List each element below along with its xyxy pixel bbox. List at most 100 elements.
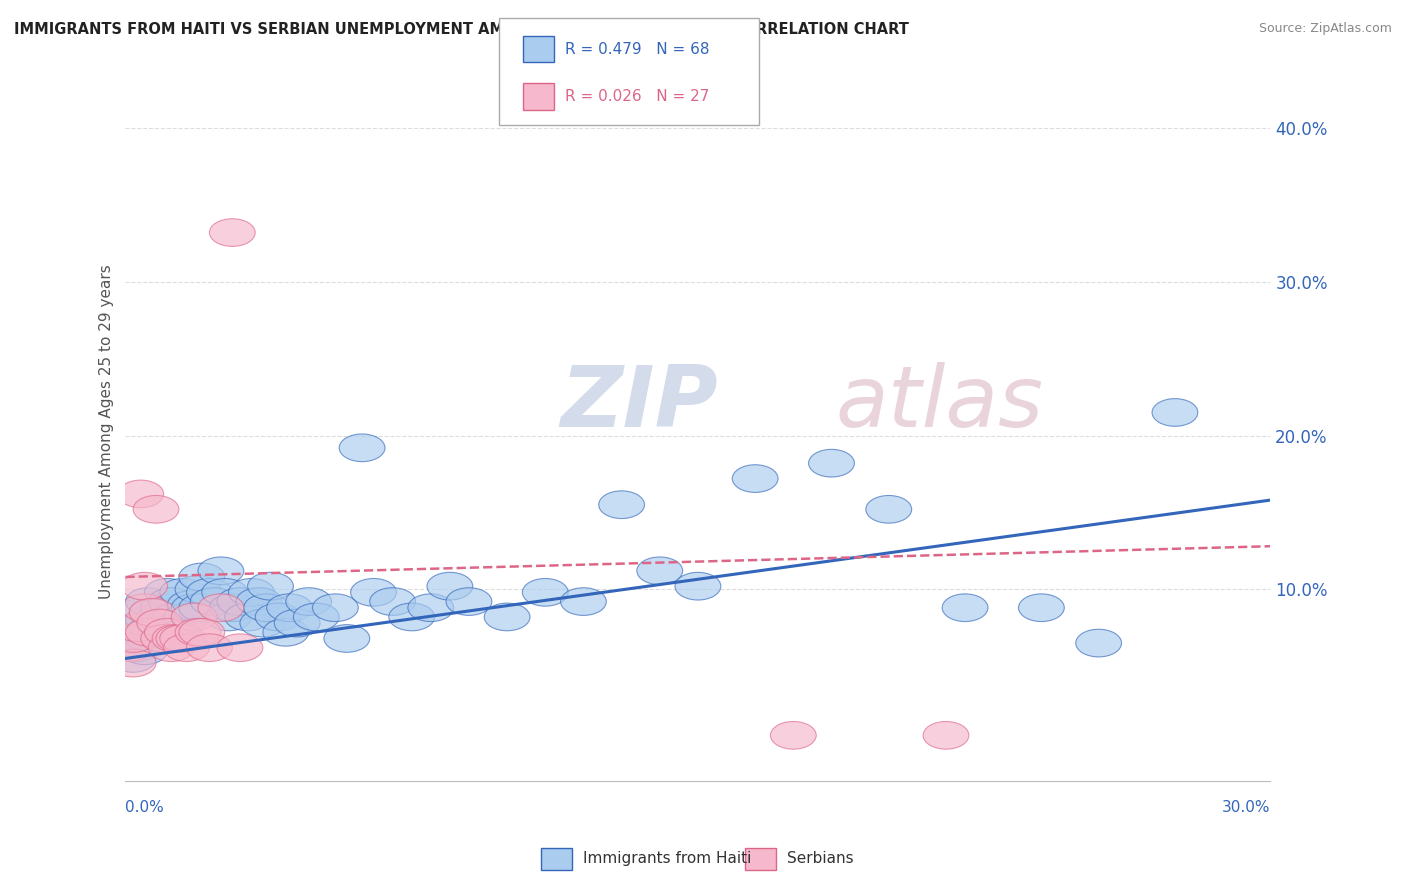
- Ellipse shape: [205, 603, 252, 631]
- Ellipse shape: [484, 603, 530, 631]
- Ellipse shape: [599, 491, 644, 518]
- Ellipse shape: [770, 722, 817, 749]
- Ellipse shape: [176, 575, 221, 603]
- Ellipse shape: [561, 588, 606, 615]
- Ellipse shape: [125, 618, 172, 646]
- Ellipse shape: [114, 624, 160, 652]
- Text: Immigrants from Haiti: Immigrants from Haiti: [583, 852, 752, 866]
- Ellipse shape: [198, 594, 243, 622]
- Ellipse shape: [236, 588, 283, 615]
- Ellipse shape: [675, 573, 721, 600]
- Ellipse shape: [408, 594, 454, 622]
- Ellipse shape: [172, 594, 217, 622]
- Ellipse shape: [179, 594, 225, 622]
- Ellipse shape: [152, 603, 198, 631]
- Ellipse shape: [323, 624, 370, 652]
- Ellipse shape: [312, 594, 359, 622]
- Ellipse shape: [294, 603, 339, 631]
- Ellipse shape: [267, 594, 312, 622]
- Text: IMMIGRANTS FROM HAITI VS SERBIAN UNEMPLOYMENT AMONG AGES 25 TO 29 YEARS CORRELAT: IMMIGRANTS FROM HAITI VS SERBIAN UNEMPLO…: [14, 22, 908, 37]
- Ellipse shape: [136, 609, 183, 637]
- Ellipse shape: [107, 624, 152, 652]
- Ellipse shape: [209, 219, 256, 246]
- Ellipse shape: [172, 603, 217, 631]
- Ellipse shape: [122, 594, 167, 622]
- Ellipse shape: [125, 588, 172, 615]
- Ellipse shape: [122, 573, 167, 600]
- Y-axis label: Unemployment Among Ages 25 to 29 years: Unemployment Among Ages 25 to 29 years: [100, 264, 114, 599]
- Ellipse shape: [149, 607, 194, 634]
- Ellipse shape: [125, 607, 172, 634]
- Ellipse shape: [229, 579, 274, 607]
- Ellipse shape: [243, 594, 290, 622]
- Ellipse shape: [942, 594, 988, 622]
- Ellipse shape: [225, 603, 270, 631]
- Ellipse shape: [389, 603, 434, 631]
- Ellipse shape: [1018, 594, 1064, 622]
- Text: R = 0.026   N = 27: R = 0.026 N = 27: [565, 89, 710, 103]
- Text: ZIP: ZIP: [561, 362, 718, 445]
- Ellipse shape: [110, 624, 156, 652]
- Ellipse shape: [145, 618, 190, 646]
- Ellipse shape: [1152, 399, 1198, 426]
- Ellipse shape: [134, 495, 179, 523]
- Ellipse shape: [733, 465, 778, 492]
- Ellipse shape: [1076, 629, 1122, 657]
- Ellipse shape: [187, 634, 232, 662]
- Ellipse shape: [141, 614, 187, 641]
- Text: 0.0%: 0.0%: [125, 800, 165, 815]
- Ellipse shape: [285, 588, 332, 615]
- Ellipse shape: [110, 614, 156, 641]
- Ellipse shape: [190, 588, 236, 615]
- Ellipse shape: [339, 434, 385, 462]
- Ellipse shape: [523, 579, 568, 607]
- Ellipse shape: [141, 594, 187, 622]
- Ellipse shape: [274, 609, 321, 637]
- Ellipse shape: [256, 603, 301, 631]
- Ellipse shape: [160, 624, 205, 652]
- Ellipse shape: [209, 594, 256, 622]
- Ellipse shape: [149, 588, 194, 615]
- Ellipse shape: [198, 557, 243, 584]
- Ellipse shape: [141, 624, 187, 652]
- Ellipse shape: [179, 563, 225, 591]
- Ellipse shape: [134, 618, 179, 646]
- Ellipse shape: [136, 603, 183, 631]
- Ellipse shape: [924, 722, 969, 749]
- Ellipse shape: [114, 614, 160, 641]
- Ellipse shape: [187, 579, 232, 607]
- Ellipse shape: [129, 599, 176, 626]
- Ellipse shape: [202, 579, 247, 607]
- Ellipse shape: [176, 618, 221, 646]
- Ellipse shape: [179, 618, 225, 646]
- Ellipse shape: [247, 573, 294, 600]
- Ellipse shape: [110, 645, 156, 673]
- Ellipse shape: [163, 603, 209, 631]
- Ellipse shape: [145, 579, 190, 607]
- Text: Source: ZipAtlas.com: Source: ZipAtlas.com: [1258, 22, 1392, 36]
- Ellipse shape: [808, 450, 855, 477]
- Ellipse shape: [118, 599, 163, 626]
- Ellipse shape: [122, 622, 167, 649]
- Text: atlas: atlas: [835, 362, 1043, 445]
- Ellipse shape: [156, 624, 202, 652]
- Text: Serbians: Serbians: [787, 852, 853, 866]
- Ellipse shape: [129, 614, 176, 641]
- Ellipse shape: [350, 579, 396, 607]
- Ellipse shape: [866, 495, 911, 523]
- Ellipse shape: [427, 573, 472, 600]
- Ellipse shape: [114, 634, 160, 662]
- Ellipse shape: [110, 649, 156, 677]
- Ellipse shape: [637, 557, 683, 584]
- Ellipse shape: [446, 588, 492, 615]
- Ellipse shape: [122, 637, 167, 665]
- Ellipse shape: [118, 480, 163, 508]
- Ellipse shape: [217, 588, 263, 615]
- Ellipse shape: [370, 588, 416, 615]
- Ellipse shape: [160, 579, 205, 607]
- Text: R = 0.479   N = 68: R = 0.479 N = 68: [565, 42, 710, 56]
- Ellipse shape: [167, 591, 214, 618]
- Ellipse shape: [152, 624, 198, 652]
- Ellipse shape: [263, 618, 309, 646]
- Ellipse shape: [149, 634, 194, 662]
